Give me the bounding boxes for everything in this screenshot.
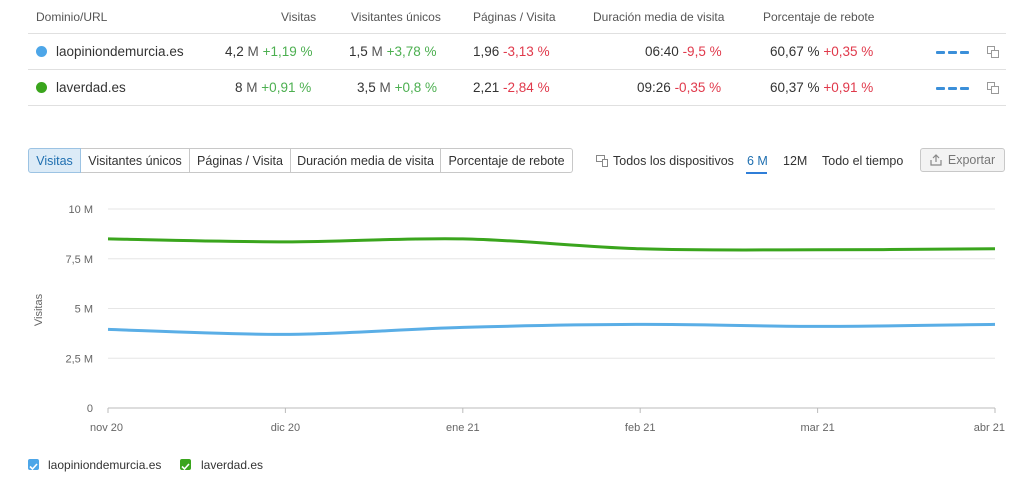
bounce-value: 60,37 % — [770, 80, 820, 95]
visits-unit: M — [247, 44, 259, 59]
y-axis-ticks: 0 2,5 M 5 M 7,5 M 10 M — [65, 204, 93, 415]
visits-unit: M — [246, 80, 258, 95]
duration-value: 09:26 — [637, 80, 671, 95]
tab-pages-per-visit[interactable]: Páginas / Visita — [190, 148, 291, 173]
check-icon — [29, 463, 38, 471]
header-duration: Duración media de visita — [593, 10, 725, 24]
period-12m[interactable]: 12M — [783, 154, 808, 168]
visits-value: 8 — [235, 80, 243, 95]
unique-value: 3,5 — [357, 80, 376, 95]
legend-label: laverdad.es — [201, 458, 264, 472]
divider — [28, 69, 1006, 70]
x-tick-label: mar 21 — [800, 422, 834, 434]
divider — [28, 105, 1006, 106]
tab-visits[interactable]: Visitas — [28, 148, 81, 173]
unique-change: +3,78 % — [386, 44, 437, 59]
devices-dropdown[interactable]: Todos los dispositivos — [613, 154, 734, 168]
header-domain: Dominio/URL — [36, 10, 108, 24]
legend-label: laopiniondemurcia.es — [48, 458, 162, 472]
header-visits: Visitas — [281, 10, 317, 24]
header-unique: Visitantes únicos — [351, 10, 441, 24]
metric-tabs: Visitas Visitantes únicos Páginas / Visi… — [28, 148, 573, 173]
unique-unit: M — [371, 44, 383, 59]
visits-value: 4,2 — [225, 44, 244, 59]
devices-icon — [596, 155, 608, 167]
unique-change: +0,8 % — [394, 80, 437, 95]
open-link-icon[interactable] — [987, 82, 999, 94]
y-tick-label: 2,5 M — [65, 353, 93, 365]
duration-change: -9,5 % — [682, 44, 722, 59]
period-6m[interactable]: 6 M — [747, 154, 768, 168]
export-button[interactable]: Exportar — [920, 148, 1005, 172]
export-label: Exportar — [947, 153, 996, 167]
divider — [28, 33, 1006, 34]
bounce-value: 60,67 % — [770, 44, 820, 59]
duration-change: -0,35 % — [674, 80, 722, 95]
x-tick-label: ene 21 — [446, 422, 480, 434]
duration-value: 06:40 — [645, 44, 679, 59]
y-tick-label: 5 M — [75, 304, 93, 316]
bounce-change: +0,91 % — [823, 80, 874, 95]
x-tick-label: abr 21 — [974, 422, 1005, 434]
open-link-icon[interactable] — [987, 46, 999, 58]
export-icon — [930, 154, 942, 166]
series-line-laverdad-es — [107, 237, 996, 252]
pages-change: -3,13 % — [503, 44, 550, 59]
x-axis-ticks: nov 20 dic 20 ene 21 feb 21 mar 21 abr 21 — [90, 422, 1005, 434]
active-period-indicator — [746, 172, 767, 174]
unique-unit: M — [379, 80, 391, 95]
domain-link[interactable]: laopiniondemurcia.es — [56, 44, 184, 59]
period-all-time[interactable]: Todo el tiempo — [822, 154, 904, 168]
header-pages: Páginas / Visita — [473, 10, 556, 24]
tab-unique-visitors[interactable]: Visitantes únicos — [81, 148, 190, 173]
unique-value: 1,5 — [349, 44, 368, 59]
check-icon — [181, 463, 190, 471]
x-tick-label: feb 21 — [625, 422, 656, 434]
legend-checkbox-laopiniondemurcia[interactable] — [28, 459, 39, 471]
visits-change: +0,91 % — [261, 80, 312, 95]
x-tick-label: nov 20 — [90, 422, 123, 434]
visits-change: +1,19 % — [262, 44, 313, 59]
tab-bounce-rate[interactable]: Porcentaje de rebote — [441, 148, 573, 173]
header-bounce: Porcentaje de rebote — [763, 10, 875, 24]
x-tick-label: dic 20 — [271, 422, 300, 434]
pages-value: 1,96 — [473, 44, 500, 59]
y-axis-label: Visitas — [33, 293, 45, 326]
pages-value: 2,21 — [473, 80, 500, 95]
line-chart: 0 2,5 M 5 M 7,5 M 10 M nov 20 dic 20 ene 21 feb… — [33, 204, 1005, 434]
chart-series — [107, 237, 996, 336]
bounce-change: +0,35 % — [823, 44, 874, 59]
y-tick-label: 7,5 M — [65, 254, 93, 266]
series-dot — [36, 82, 47, 93]
tab-avg-duration[interactable]: Duración media de visita — [291, 148, 441, 173]
y-tick-label: 0 — [87, 403, 93, 415]
chart-grid — [107, 208, 996, 413]
series-line-laopiniondemurcia-es — [107, 322, 996, 336]
y-tick-label: 10 M — [69, 204, 93, 216]
legend-checkbox-laverdad[interactable] — [180, 459, 191, 471]
pages-change: -2,84 % — [503, 80, 550, 95]
domain-link[interactable]: laverdad.es — [56, 80, 126, 95]
series-dot — [36, 46, 47, 57]
